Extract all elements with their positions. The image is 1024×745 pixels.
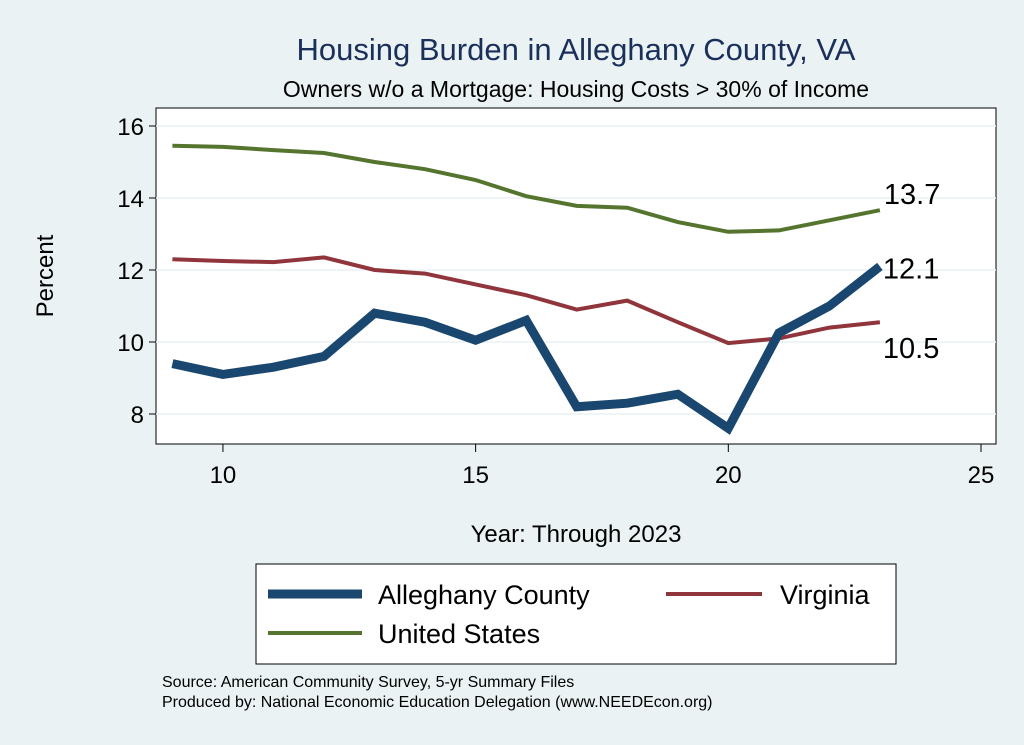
end-labels: 12.1 10.5 13.7	[883, 179, 940, 365]
x-tick-label-25: 25	[968, 462, 995, 489]
chart-title: Housing Burden in Alleghany County, VA	[297, 32, 856, 67]
x-tick-label-20: 20	[715, 462, 742, 489]
chart-subtitle: Owners w/o a Mortgage: Housing Costs > 3…	[283, 76, 869, 102]
produced-by-note: Produced by: National Economic Education…	[162, 694, 713, 711]
y-tick-label-14: 14	[117, 186, 144, 213]
end-label-virginia: 10.5	[883, 333, 939, 365]
y-tick-label-8: 8	[131, 402, 144, 429]
x-axis-label: Year: Through 2023	[471, 521, 682, 548]
plot-area	[155, 107, 997, 445]
legend-label-virginia: Virginia	[780, 580, 871, 610]
legend-label-united-states: United States	[378, 619, 540, 649]
series-line-virginia	[172, 255, 881, 346]
legend-entries: Alleghany County Virginia United States	[268, 580, 871, 649]
end-label-united-states: 13.7	[884, 179, 940, 211]
x-tick-label-15: 15	[462, 462, 489, 489]
series-line-alleghany-county	[171, 262, 883, 435]
grid-lines	[156, 125, 996, 415]
y-tick-label-16: 16	[117, 114, 144, 141]
y-axis-label: Percent	[32, 234, 59, 317]
series-lines	[171, 143, 883, 435]
end-label-alleghany-county: 12.1	[883, 253, 939, 285]
source-note: Source: American Community Survey, 5-yr …	[162, 674, 574, 691]
series-line-united-states	[172, 143, 881, 234]
legend-label-alleghany-county: Alleghany County	[378, 580, 590, 610]
legend	[255, 563, 897, 665]
x-tick-label-10: 10	[210, 462, 237, 489]
y-tick-label-10: 10	[117, 330, 144, 357]
y-tick-label-12: 12	[117, 258, 144, 285]
axes: 8 10 12 14 16 10 15 20 25	[117, 114, 994, 489]
